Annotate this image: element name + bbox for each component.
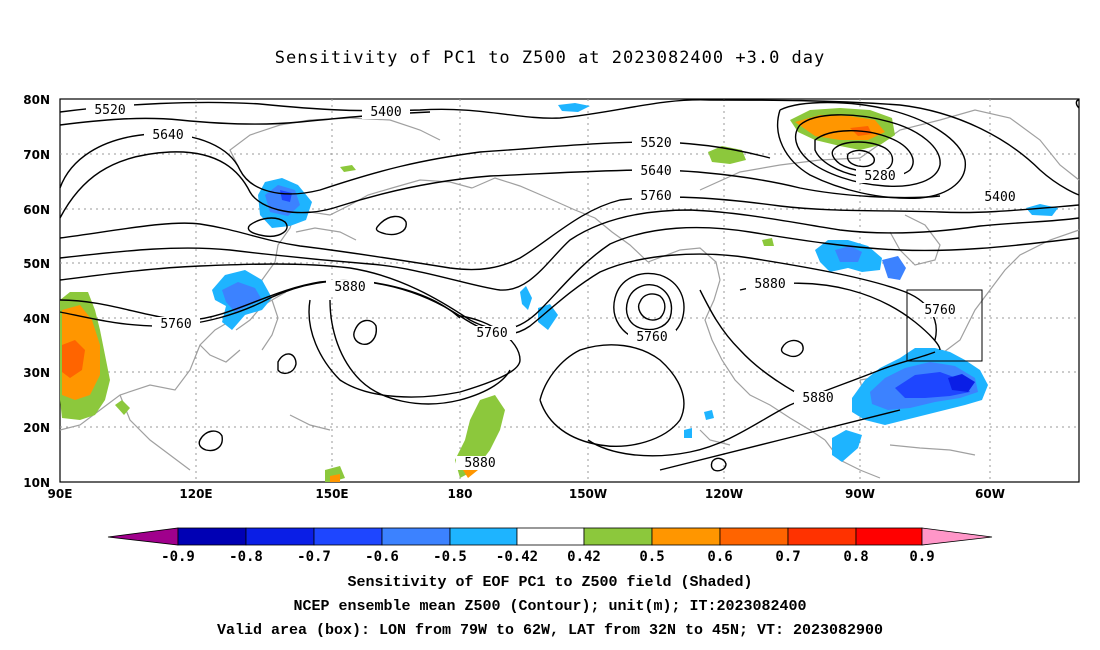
contour-label: 5400 [984, 190, 1015, 205]
lon-label: 180 [447, 487, 472, 501]
colorbar-swatch [516, 527, 585, 546]
lat-label: 80N [23, 93, 50, 107]
lon-label: 60W [975, 487, 1005, 501]
footer-line-2: NCEP ensemble mean Z500 (Contour); unit(… [293, 598, 807, 615]
lat-label: 60N [23, 203, 50, 217]
contour-label: 5640 [152, 128, 183, 143]
lon-label: 150W [569, 487, 607, 501]
colorbar-swatch [855, 527, 923, 546]
contour-label: 5760 [640, 189, 671, 204]
colorbar-low-triangle [107, 527, 179, 546]
lat-label: 50N [23, 257, 50, 271]
colorbar-high-triangle [921, 527, 993, 546]
colorbar-label: 0.8 [843, 549, 868, 565]
lon-label: 120W [705, 487, 743, 501]
colorbar-swatch [245, 527, 315, 546]
colorbar-swatch [651, 527, 721, 546]
contour-label: 5760 [476, 326, 507, 341]
colorbar [107, 527, 993, 546]
footer-line-3: Valid area (box): LON from 79W to 62W, L… [216, 622, 884, 639]
colorbar-label: -0.9 [161, 549, 195, 565]
colorbar-swatch [787, 527, 857, 546]
colorbar-swatch [719, 527, 789, 546]
colorbar-label: 0.42 [567, 549, 601, 565]
contour-label: 5880 [334, 280, 365, 295]
lat-label: 40N [23, 312, 50, 326]
colorbar-swatch [583, 527, 653, 546]
contour-label: 5880 [754, 277, 785, 292]
lon-axis-labels: 90E 120E 150E 180 150W 120W 90W 60W [48, 487, 1005, 501]
contour-label: 5760 [160, 317, 191, 332]
colorbar-label: 0.7 [775, 549, 800, 565]
contour-label: 5280 [864, 169, 895, 184]
contour-label: 5520 [94, 103, 125, 118]
colorbar-label: -0.6 [365, 549, 399, 565]
lon-label: 150E [315, 487, 348, 501]
colorbar-label: -0.7 [297, 549, 331, 565]
map-title: Sensitivity of PC1 to Z500 at 2023082400… [274, 48, 826, 68]
lat-label: 30N [23, 366, 50, 380]
lon-label: 90W [845, 487, 875, 501]
lon-label: 90E [48, 487, 73, 501]
lat-label: 70N [23, 148, 50, 162]
sensitivity-shading [60, 103, 1058, 482]
lon-label: 120E [179, 487, 212, 501]
colorbar-label: 0.9 [909, 549, 934, 565]
contour-labels: 5520 5400 5640 5520 5640 5760 5280 5400 … [86, 103, 1024, 471]
contour-label: 5520 [640, 136, 671, 151]
lat-axis-labels: 80N 70N 60N 50N 40N 30N 20N 10N [23, 93, 50, 490]
lat-label: 20N [23, 421, 50, 435]
colorbar-labels: -0.9 -0.8 -0.7 -0.6 -0.5 -0.42 0.42 0.5 … [161, 549, 935, 565]
contour-label: 5400 [370, 105, 401, 120]
colorbar-label: -0.42 [496, 549, 538, 565]
colorbar-label: -0.5 [433, 549, 467, 565]
colorbar-swatch [313, 527, 383, 546]
footer-line-1: Sensitivity of EOF PC1 to Z500 field (Sh… [347, 574, 753, 591]
contour-label: 5880 [464, 456, 495, 471]
contour-label: 5760 [924, 303, 955, 318]
colorbar-label: 0.6 [707, 549, 732, 565]
colorbar-swatch [177, 527, 247, 546]
colorbar-label: 0.5 [639, 549, 664, 565]
colorbar-swatch [381, 527, 451, 546]
contour-label: 5880 [802, 391, 833, 406]
contour-label: 5640 [640, 164, 671, 179]
contour-label: 5760 [636, 330, 667, 345]
lat-label: 10N [23, 476, 50, 490]
valid-area-box [906, 289, 983, 362]
colorbar-swatch [449, 527, 518, 546]
colorbar-label: -0.8 [229, 549, 263, 565]
